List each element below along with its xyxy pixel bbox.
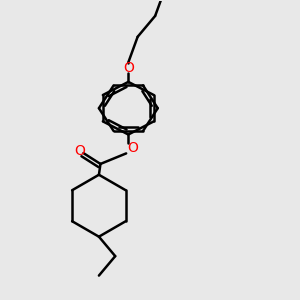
- Text: O: O: [128, 142, 138, 155]
- Text: O: O: [74, 144, 85, 158]
- Text: O: O: [123, 61, 134, 75]
